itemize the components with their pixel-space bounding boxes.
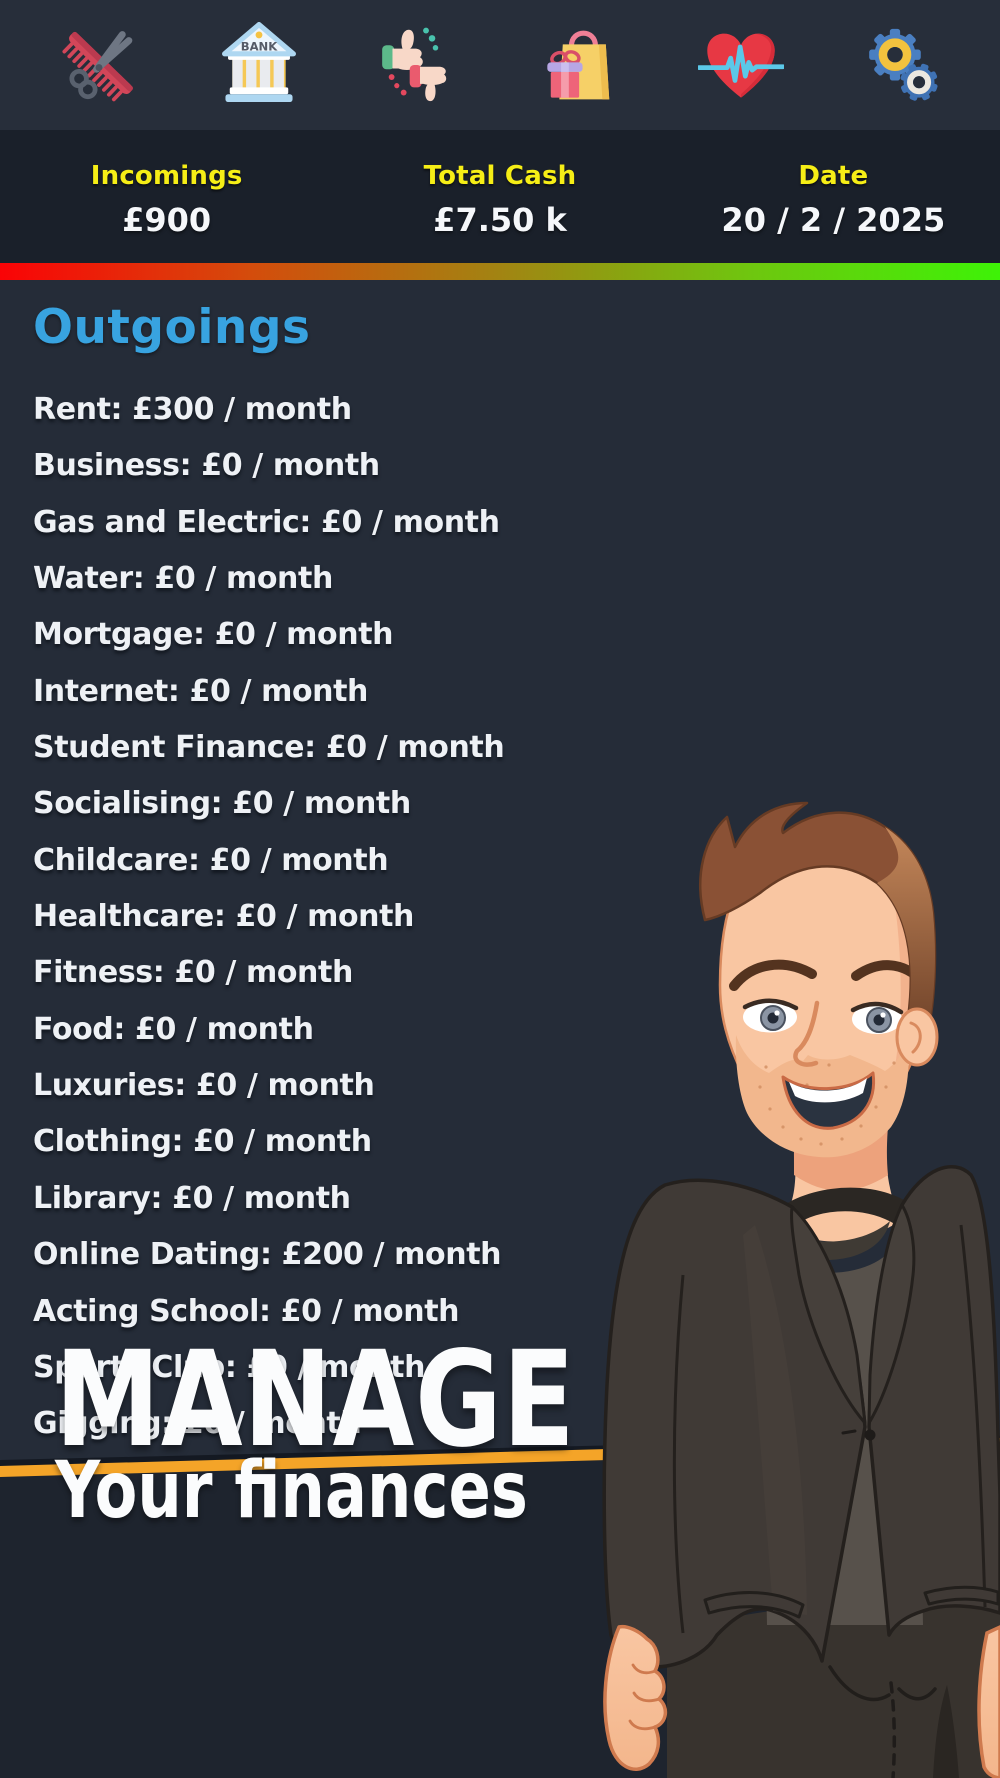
- stat-label: Total Cash: [423, 160, 577, 191]
- thumbs-up-down-icon: [381, 27, 446, 102]
- outgoing-item-childcare: Childcare: £0 / month: [33, 842, 389, 878]
- outgoing-item-mortgage: Mortgage: £0 / month: [33, 617, 394, 653]
- reactions-nav-button[interactable]: [376, 21, 464, 109]
- outgoing-item-clothing: Clothing: £0 / month: [33, 1124, 372, 1160]
- banner-title: MANAGE: [55, 1323, 576, 1477]
- stat-value: £7.50 k: [433, 200, 567, 239]
- outgoings-list: Rent: £300 / month Business: £0 / month …: [33, 382, 505, 1453]
- shopping-bag-gift-icon: [547, 30, 610, 100]
- stat-value: 20 / 2 / 2025: [721, 200, 946, 239]
- outgoing-item-library: Library: £0 / month: [33, 1180, 351, 1216]
- outgoing-item-internet: Internet: £0 / month: [33, 673, 369, 709]
- outgoings-title: Outgoings: [33, 300, 311, 355]
- health-nav-button[interactable]: [697, 21, 785, 109]
- outgoing-item-gas-electric: Gas and Electric: £0 / month: [33, 504, 500, 540]
- outgoing-item-sports-club: Sports Club: £0 / month: [33, 1349, 426, 1385]
- outgoing-item-luxuries: Luxuries: £0 / month: [33, 1068, 375, 1104]
- bank-nav-button[interactable]: BANK: [215, 21, 303, 109]
- outgoing-item-gigging: Gigging: £0 / month: [33, 1406, 362, 1442]
- outgoing-item-healthcare: Healthcare: £0 / month: [33, 899, 415, 935]
- salon-nav-button[interactable]: [55, 21, 143, 109]
- outgoing-item-acting-school: Acting School: £0 / month: [33, 1293, 460, 1329]
- bank-icon: BANK: [222, 22, 297, 102]
- stat-label: Date: [798, 160, 869, 191]
- svg-text:BANK: BANK: [241, 39, 279, 53]
- outgoing-item-fitness: Fitness: £0 / month: [33, 955, 353, 991]
- outgoing-item-socialising: Socialising: £0 / month: [33, 786, 411, 822]
- meter-bar: [0, 263, 1000, 280]
- stats-bar: Incomings £900 Total Cash £7.50 k Date 2…: [0, 130, 1000, 263]
- stat-value: £900: [122, 200, 212, 239]
- stat-incomings: Incomings £900: [0, 130, 333, 263]
- outgoing-item-online-dating: Online Dating: £200 / month: [33, 1237, 502, 1273]
- outgoing-item-food: Food: £0 / month: [33, 1011, 314, 1047]
- outgoing-item-business: Business: £0 / month: [33, 448, 380, 484]
- banner-subtitle: Your finances: [55, 1446, 528, 1536]
- top-icon-bar: BANK: [0, 0, 1000, 130]
- stat-label: Incomings: [90, 160, 243, 191]
- outgoing-item-rent: Rent: £300 / month: [33, 392, 352, 427]
- gears-icon: [869, 28, 938, 101]
- outgoing-item-student-finance: Student Finance: £0 / month: [33, 730, 505, 766]
- outgoing-item-water: Water: £0 / month: [33, 561, 333, 597]
- stat-date: Date 20 / 2 / 2025: [667, 130, 1000, 263]
- shopping-nav-button[interactable]: [536, 21, 624, 109]
- character-illustration: [602, 801, 1000, 1778]
- settings-nav-button[interactable]: [857, 21, 945, 109]
- stat-total-cash: Total Cash £7.50 k: [333, 130, 666, 263]
- salon-icon: [62, 31, 134, 102]
- heart-pulse-icon: [697, 33, 784, 98]
